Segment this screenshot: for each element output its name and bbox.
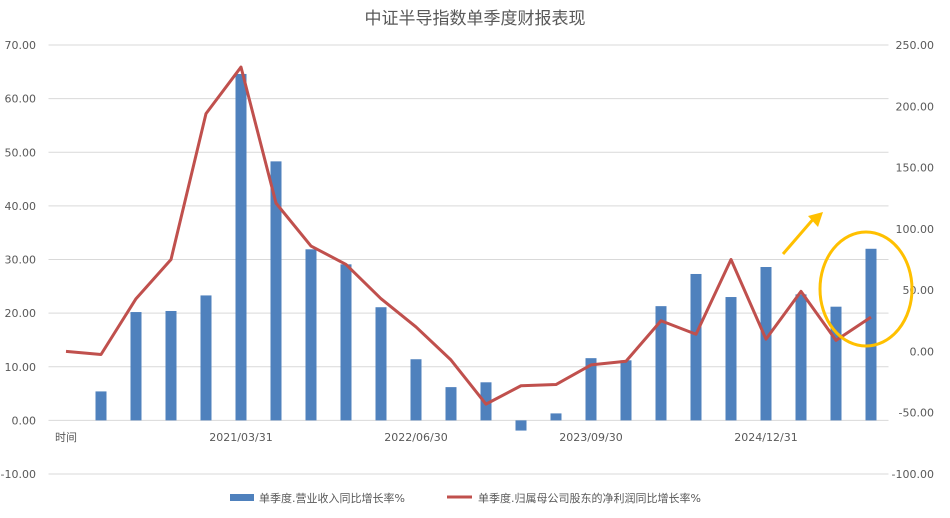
right-tick-label: 150.00 [896,162,935,175]
right-axis: -100.00 -50.00 0.00 50.00 100.00 150.00 200.00… [892,39,934,481]
legend-line-label: 单季度.归属母公司股东的净利润同比增长率% [478,491,701,505]
left-tick-label: 10.00 [5,361,37,374]
bar [621,360,632,420]
x-axis: 2021/03/31 2022/06/30 2023/09/30 2024/12/31 [209,431,797,444]
left-tick-label: -10.00 [1,468,36,481]
left-tick-label: 60.00 [5,93,37,106]
bar [376,307,387,420]
bar [761,267,772,420]
line-path [66,67,871,404]
bar [306,249,317,420]
right-tick-label: -50.00 [899,407,934,420]
annotation-arrow [783,212,823,254]
legend: 单季度.营业收入同比增长率% 单季度.归属母公司股东的净利润同比增长率% [230,491,701,505]
left-tick-label: 0.00 [12,414,37,427]
bar [341,264,352,420]
bar [201,295,212,420]
right-tick-label: 200.00 [896,100,935,113]
bar-series [96,74,877,431]
bar [166,311,177,420]
x-tick-label: 2023/09/30 [559,431,622,444]
bar [831,307,842,421]
bar [796,294,807,420]
x-tick-label: 2021/03/31 [209,431,272,444]
left-tick-label: 70.00 [5,39,37,52]
left-tick-label: 30.00 [5,254,37,267]
left-tick-label: 50.00 [5,146,37,159]
right-tick-label: 50.00 [903,284,935,297]
bar [236,74,247,420]
bar [131,312,142,420]
left-tick-label: 20.00 [5,307,37,320]
bar [691,274,702,420]
bar [446,387,457,420]
bar [516,420,527,430]
legend-bar-label: 单季度.营业收入同比增长率% [259,491,405,505]
bar [411,359,422,420]
right-tick-label: 100.00 [896,223,935,236]
right-tick-label: 0.00 [910,345,935,358]
line-series [66,67,871,404]
legend-bar-swatch [230,494,254,501]
x-axis-label: 时间 [55,431,77,444]
bar [96,391,107,420]
left-axis: -10.00 0.00 10.00 20.00 30.00 40.00 50.00 60.00… [1,39,36,481]
x-tick-label: 2024/12/31 [734,431,797,444]
x-tick-label: 2022/06/30 [384,431,447,444]
right-tick-label: 250.00 [896,39,935,52]
bar [551,413,562,420]
right-tick-label: -100.00 [892,468,934,481]
left-tick-label: 40.00 [5,200,37,213]
bar [726,297,737,420]
chart-title: 中证半导指数单季度财报表现 [365,9,586,29]
bar [866,249,877,421]
